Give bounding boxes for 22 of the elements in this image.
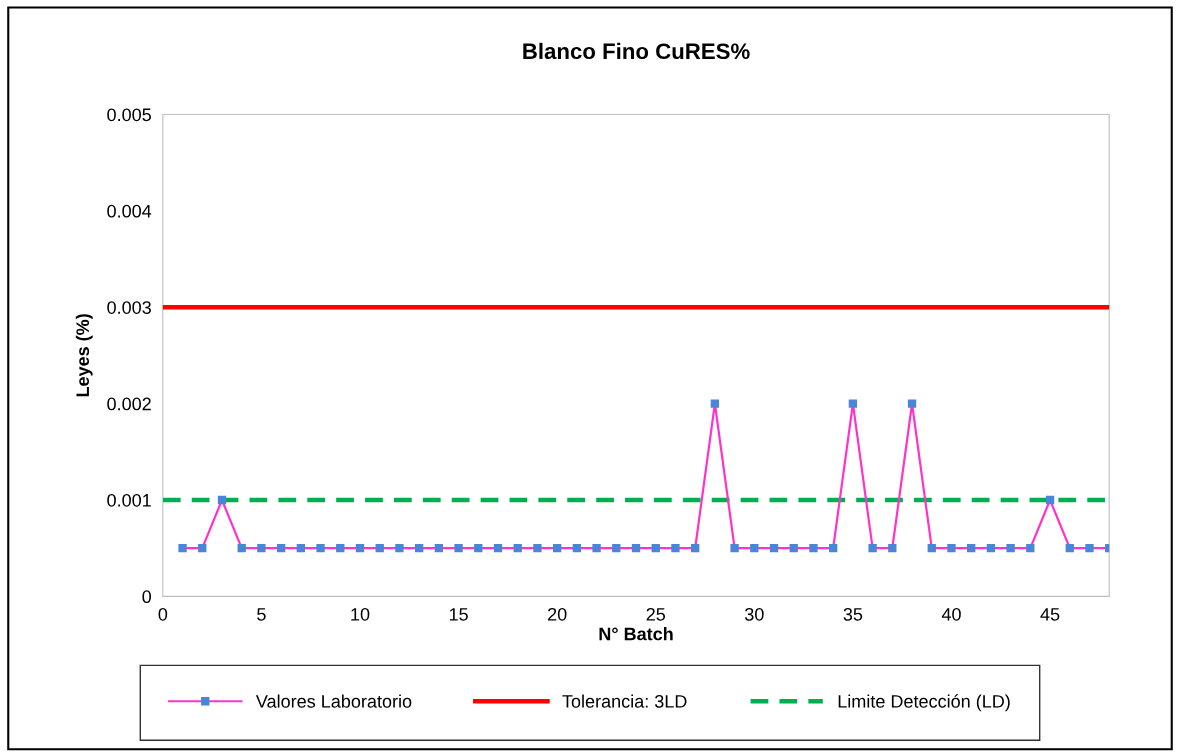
x-tick-label: 40: [941, 607, 961, 621]
y-axis-title: Leyes (%): [75, 314, 93, 397]
x-tick-label: 10: [351, 607, 370, 621]
x-tick-label: 35: [843, 607, 863, 621]
y-tick-label: 0.002: [107, 397, 151, 411]
x-tick-label: 25: [646, 607, 666, 621]
legend-label: Valores Laboratorio: [255, 694, 412, 708]
x-tick-label: 20: [548, 607, 567, 621]
y-tick-label: 0.003: [107, 301, 151, 314]
x-axis-title: N° Batch: [599, 627, 673, 641]
x-tick-label: 0: [158, 607, 168, 621]
x-tick-label: 45: [1040, 608, 1060, 621]
x-tick-label: 30: [744, 607, 764, 621]
legend-label: Limite Detección (LD): [838, 694, 1010, 712]
chart-title: Blanco Fino CuRES%: [523, 42, 750, 60]
legend-label: Tolerancia: 3LD: [562, 694, 687, 708]
y-tick-label: 0: [142, 590, 152, 604]
y-tick-label: 0.001: [107, 493, 151, 507]
x-tick-label: 5: [257, 608, 266, 621]
y-tick-label: 0.004: [107, 204, 152, 218]
y-tick-label: 0.005: [107, 108, 151, 122]
x-tick-label: 15: [449, 608, 468, 621]
